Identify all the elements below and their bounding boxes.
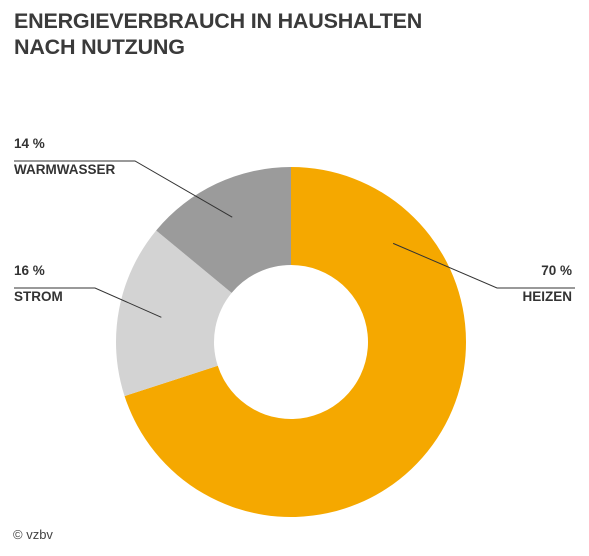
slice-strom — [116, 230, 232, 397]
value-label-warmwasser: 14 % — [14, 136, 45, 151]
leader-line-strom — [14, 287, 162, 318]
leader-line-heizen — [392, 242, 575, 289]
slice-warmwasser — [156, 167, 291, 293]
category-label-warmwasser: WARMWASSER — [14, 162, 116, 177]
donut-slices — [116, 167, 467, 517]
chart-title-line-2: NACH NUTZUNG — [14, 35, 185, 59]
category-label-heizen: HEIZEN — [522, 289, 572, 304]
copyright-credit: © vzbv — [13, 527, 53, 542]
leader-line-warmwasser — [14, 160, 233, 218]
category-label-strom: STROM — [14, 289, 63, 304]
value-label-heizen: 70 % — [541, 263, 572, 278]
slice-labels: 70 % HEIZEN 16 % STROM 14 % WARMWASSER — [14, 136, 575, 318]
chart-title-line-1: ENERGIEVERBRAUCH IN HAUSHALTEN — [14, 9, 423, 33]
slice-heizen — [124, 167, 467, 517]
chart-title: ENERGIEVERBRAUCH IN HAUSHALTEN NACH NUTZ… — [14, 8, 574, 60]
value-label-strom: 16 % — [14, 263, 45, 278]
